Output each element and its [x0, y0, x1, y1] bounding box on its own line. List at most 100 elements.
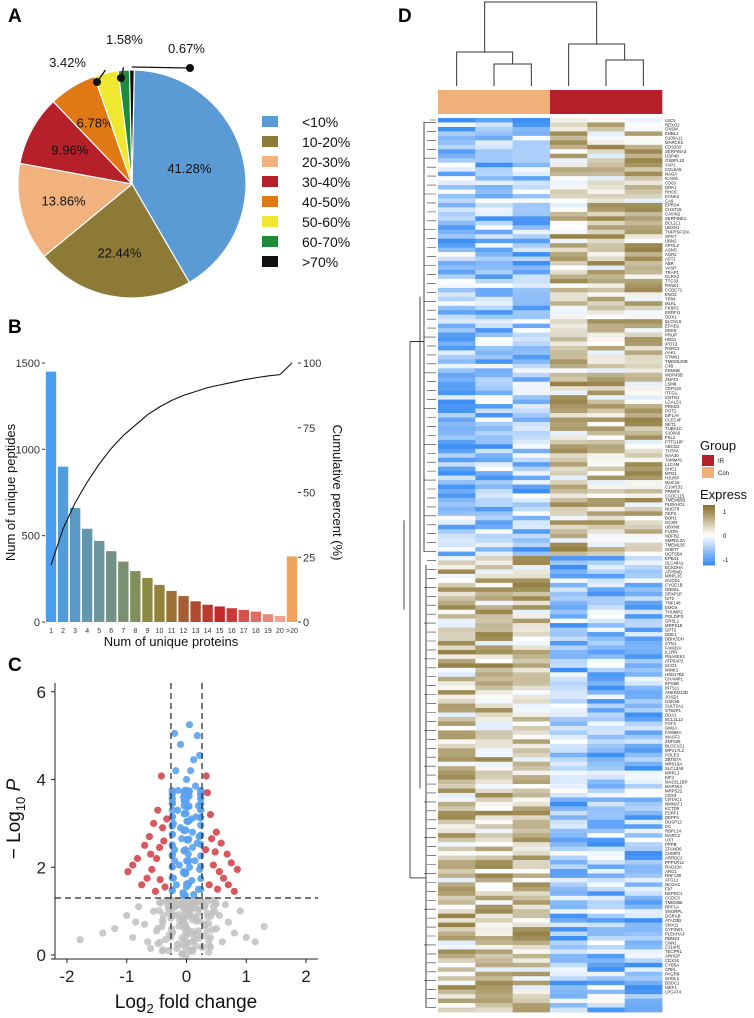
heatmap-cell	[475, 649, 514, 655]
heatmap-cell	[550, 748, 588, 754]
heatmap-cell	[550, 421, 588, 427]
heatmap-cell	[475, 118, 514, 123]
heatmap-cell	[438, 176, 476, 181]
heatmap-cell	[587, 189, 626, 195]
heatmap-cell	[587, 819, 626, 825]
pie-leader-dot	[93, 78, 101, 86]
heatmap-cell	[550, 922, 588, 928]
heatmap-cell	[550, 565, 588, 570]
heatmap-cell	[550, 949, 588, 955]
heatmap-cell	[438, 667, 476, 673]
heatmap-cell	[475, 632, 514, 637]
heatmap-cell	[512, 712, 551, 718]
heatmap-cell	[624, 936, 663, 941]
row-label: DDX1	[665, 314, 677, 319]
heatmap-cell	[512, 229, 551, 235]
row-label: TP84	[665, 297, 676, 302]
y-tick-label: 6	[37, 683, 46, 702]
heatmap-cell	[512, 824, 551, 830]
heatmap-cell	[512, 743, 551, 749]
heatmap-cell	[550, 337, 588, 342]
heatmap-cell	[512, 377, 551, 383]
heatmap-cell	[550, 140, 588, 146]
heatmap-cell	[475, 287, 514, 293]
bar	[238, 609, 249, 622]
heatmap-cell	[512, 529, 551, 535]
heatmap-cell	[624, 667, 663, 673]
heatmap-cell	[512, 547, 551, 552]
point-fc-only	[172, 881, 180, 889]
heatmap-cell	[587, 770, 626, 776]
heatmap-cell	[587, 712, 626, 718]
heatmap-cell	[512, 716, 551, 722]
x-axis-label: Num of unique proteins	[104, 634, 239, 649]
heatmap-cell	[438, 627, 476, 633]
heatmap-cell	[438, 565, 476, 570]
heatmap-cell	[587, 368, 626, 374]
row-label: ANKRD13D	[665, 690, 688, 695]
heatmap-cell	[512, 828, 551, 834]
heatmap-cell	[438, 967, 476, 973]
heatmap-cell	[512, 658, 551, 664]
heatmap-cell	[475, 739, 514, 745]
heatmap-cell	[512, 699, 551, 704]
heatmap-cell	[587, 404, 626, 409]
heatmap-cell	[438, 417, 476, 423]
heatmap-cell	[438, 448, 476, 454]
point-not-significant	[182, 929, 190, 937]
heatmap-cell	[475, 381, 514, 387]
heatmap-cell	[550, 426, 588, 432]
y-tick-label: 1500	[16, 358, 40, 370]
heatmap-cell	[624, 274, 663, 280]
heatmap-cell	[475, 703, 514, 709]
heatmap-cell	[587, 238, 626, 244]
heatmap-cell	[512, 426, 551, 432]
point-fc-only	[168, 788, 176, 796]
heatmap-cell	[624, 502, 663, 508]
point-fc-only	[170, 857, 179, 865]
heatmap-cell	[512, 439, 551, 445]
heatmap-cell	[624, 413, 663, 418]
heatmap-cell	[512, 292, 551, 298]
heatmap-cell	[587, 261, 626, 266]
heatmap-cell	[512, 895, 551, 901]
heatmap-cell	[512, 578, 551, 584]
row-label: FUOM	[665, 529, 678, 534]
row-label: EPS8B	[665, 681, 679, 686]
heatmap-cell	[512, 538, 551, 544]
heatmap-cell	[512, 556, 551, 561]
heatmap-cell	[512, 310, 551, 316]
heatmap-cell	[587, 757, 626, 763]
heatmap-cell	[475, 131, 514, 137]
heatmap-cell	[624, 301, 663, 307]
heatmap-cell	[624, 976, 663, 982]
heatmap-cell	[475, 323, 514, 329]
heatmap-cell	[550, 994, 588, 999]
row-label: CRTAC1	[665, 797, 682, 802]
heatmap-cell	[587, 162, 626, 168]
heatmap-cell	[550, 985, 588, 991]
heatmap-cell	[624, 591, 663, 597]
row-label: ESRF1	[665, 811, 679, 816]
heatmap-cell	[438, 538, 476, 544]
heatmap-cell	[475, 658, 514, 664]
heatmap-cell	[550, 506, 588, 512]
heatmap-cell	[624, 708, 663, 713]
heatmap-cell	[475, 310, 514, 316]
row-label: SHC1	[665, 466, 677, 471]
heatmap-cell	[550, 1007, 588, 1013]
heatmap-cell	[587, 667, 626, 673]
heatmap-cell	[438, 752, 476, 758]
point-not-significant	[230, 929, 238, 937]
heatmap-cell	[475, 582, 514, 588]
heatmap-cell	[550, 685, 588, 691]
point-not-significant	[111, 925, 119, 933]
heatmap-cell	[475, 784, 514, 789]
heatmap-cell	[587, 636, 626, 642]
pie-slice-label: 41.28%	[167, 161, 212, 176]
heatmap-cell	[550, 533, 588, 539]
heatmap-cell	[624, 520, 663, 526]
heatmap-cell	[550, 345, 588, 351]
heatmap-cell	[587, 359, 626, 365]
heatmap-cell	[475, 752, 514, 758]
